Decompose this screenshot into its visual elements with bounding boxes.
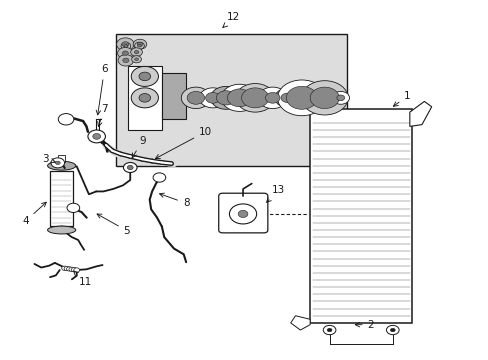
Ellipse shape <box>47 226 76 234</box>
Circle shape <box>386 325 398 335</box>
Text: 7: 7 <box>98 104 107 126</box>
Circle shape <box>67 203 80 212</box>
Circle shape <box>210 86 241 109</box>
Circle shape <box>118 55 133 66</box>
Text: 3: 3 <box>42 154 55 163</box>
Circle shape <box>122 51 128 55</box>
Circle shape <box>130 48 142 57</box>
Circle shape <box>131 56 141 63</box>
Circle shape <box>137 42 142 46</box>
Circle shape <box>69 267 75 271</box>
Circle shape <box>117 48 133 59</box>
Circle shape <box>127 165 133 170</box>
Circle shape <box>122 42 129 47</box>
Circle shape <box>88 130 105 143</box>
Circle shape <box>229 204 256 224</box>
Circle shape <box>133 39 146 49</box>
Circle shape <box>61 266 67 270</box>
Text: 4: 4 <box>22 202 46 226</box>
Bar <box>162 73 186 119</box>
Text: 10: 10 <box>155 127 212 158</box>
Circle shape <box>131 66 158 86</box>
Circle shape <box>238 210 247 217</box>
Bar <box>116 33 346 166</box>
Circle shape <box>241 88 268 108</box>
Text: 9: 9 <box>132 136 145 158</box>
Text: 8: 8 <box>159 193 189 208</box>
Circle shape <box>199 88 226 108</box>
Circle shape <box>134 58 138 61</box>
Circle shape <box>286 86 317 109</box>
Circle shape <box>93 134 101 139</box>
Text: 11: 11 <box>74 271 91 287</box>
Circle shape <box>134 50 139 54</box>
Circle shape <box>66 267 72 271</box>
Circle shape <box>71 267 77 272</box>
Circle shape <box>137 44 141 47</box>
Circle shape <box>221 84 258 111</box>
Circle shape <box>51 158 64 168</box>
FancyBboxPatch shape <box>218 193 267 233</box>
Circle shape <box>139 72 150 81</box>
Circle shape <box>235 84 274 112</box>
Text: 5: 5 <box>97 214 130 236</box>
Circle shape <box>274 89 299 107</box>
Text: 6: 6 <box>96 64 107 115</box>
Bar <box>127 66 162 130</box>
Circle shape <box>258 87 287 109</box>
Circle shape <box>58 113 74 125</box>
Text: 12: 12 <box>223 13 240 27</box>
Circle shape <box>74 268 80 272</box>
Circle shape <box>134 42 144 49</box>
Circle shape <box>123 162 137 172</box>
Circle shape <box>301 81 347 115</box>
Circle shape <box>139 94 150 102</box>
Circle shape <box>389 328 394 332</box>
Circle shape <box>336 95 344 101</box>
Circle shape <box>187 91 204 104</box>
Circle shape <box>153 173 165 182</box>
Circle shape <box>205 93 220 103</box>
Circle shape <box>323 325 335 335</box>
Circle shape <box>131 88 158 108</box>
Circle shape <box>122 58 129 63</box>
Circle shape <box>64 266 70 271</box>
Circle shape <box>55 161 60 165</box>
Circle shape <box>216 91 235 105</box>
Circle shape <box>277 80 325 116</box>
Circle shape <box>331 91 349 104</box>
Text: 2: 2 <box>354 320 373 330</box>
Circle shape <box>121 42 130 50</box>
Circle shape <box>116 38 134 51</box>
Text: 13: 13 <box>266 185 285 202</box>
Bar <box>50 171 73 226</box>
Polygon shape <box>290 316 309 330</box>
Bar <box>309 109 411 323</box>
Circle shape <box>265 93 280 103</box>
Circle shape <box>326 328 331 332</box>
Text: 1: 1 <box>393 91 410 106</box>
Ellipse shape <box>47 161 76 170</box>
Circle shape <box>181 87 210 109</box>
Circle shape <box>123 45 127 48</box>
Circle shape <box>281 93 293 103</box>
Bar <box>58 155 65 162</box>
Circle shape <box>309 87 339 109</box>
Polygon shape <box>409 102 431 126</box>
Circle shape <box>227 89 251 107</box>
